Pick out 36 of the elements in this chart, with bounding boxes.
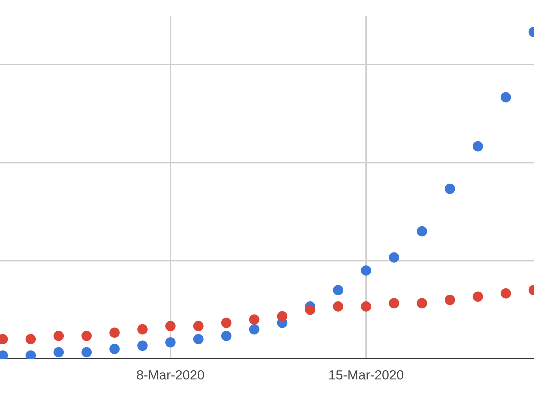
point [249,314,260,325]
point [221,318,232,328]
point [138,324,148,335]
x-tick-label: 8-Mar-2020 [137,370,204,380]
point [193,321,204,332]
point [361,302,372,312]
point [26,334,36,345]
point [249,324,260,335]
point [305,304,316,316]
point [417,298,428,309]
point [361,266,372,276]
point [138,340,148,352]
point [389,252,400,263]
point [445,184,456,194]
point [277,311,288,322]
point [26,350,36,359]
point [500,92,512,103]
point [472,292,484,302]
point [82,330,92,342]
point [333,285,344,296]
point [389,298,400,309]
point [166,321,176,332]
x-tick-label: 15-Mar-2020 [330,370,404,380]
point [110,328,120,338]
point [221,330,232,342]
point [417,226,428,237]
point [472,141,484,152]
point [193,334,204,345]
point [54,347,64,358]
point [110,344,120,354]
point [82,347,92,358]
point [54,330,64,342]
point [333,302,344,312]
point [500,288,512,299]
point [166,338,176,348]
point [445,295,456,306]
